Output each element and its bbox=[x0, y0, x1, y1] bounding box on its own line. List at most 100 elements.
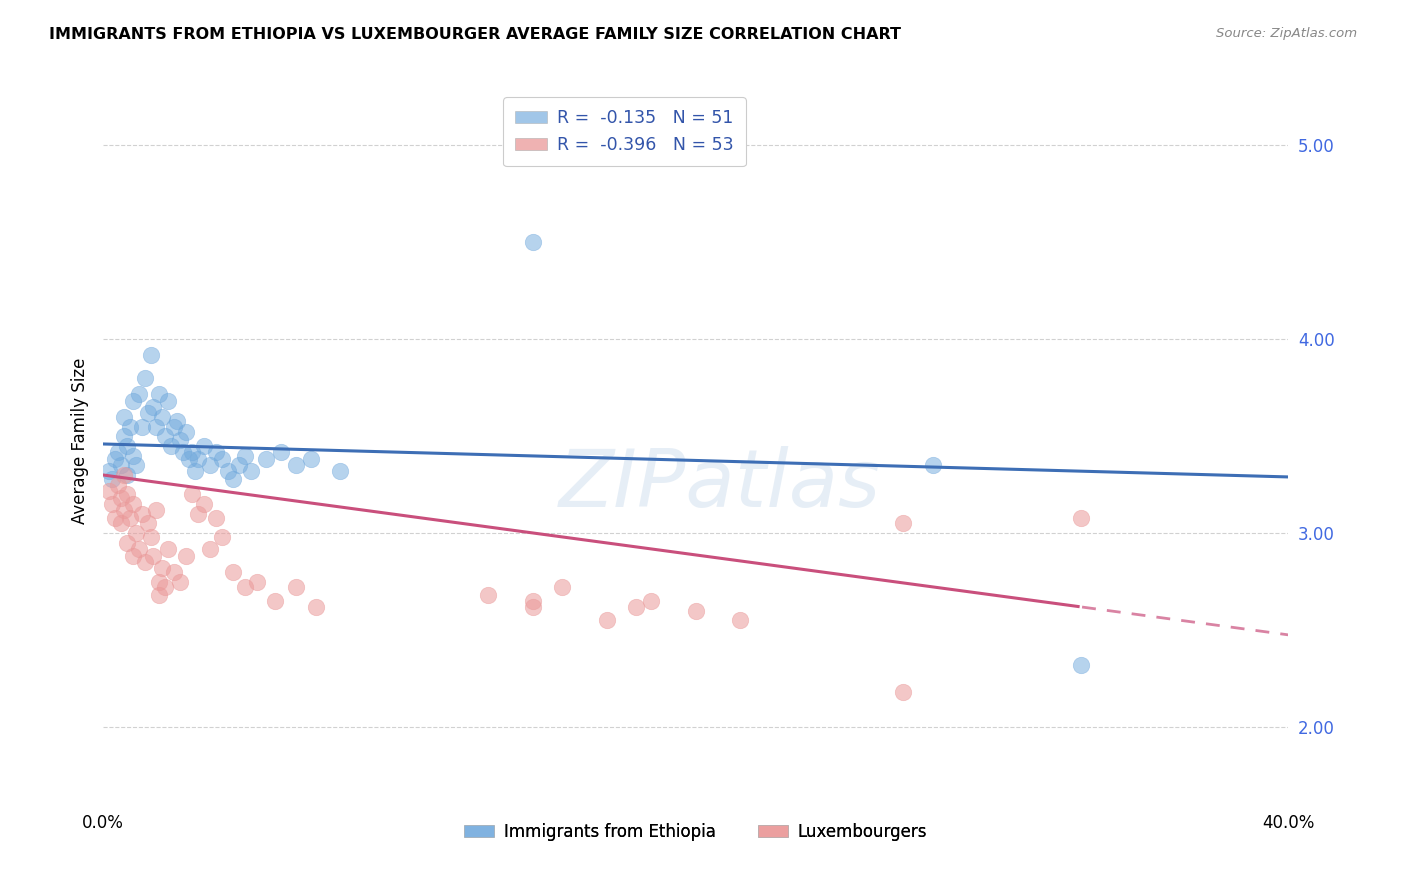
Point bbox=[172, 444, 194, 458]
Point bbox=[198, 541, 221, 556]
Point bbox=[169, 574, 191, 589]
Point bbox=[150, 561, 173, 575]
Point bbox=[131, 419, 153, 434]
Point bbox=[136, 406, 159, 420]
Point bbox=[145, 503, 167, 517]
Point bbox=[98, 464, 121, 478]
Point bbox=[139, 348, 162, 362]
Point bbox=[155, 429, 177, 443]
Point bbox=[329, 464, 352, 478]
Point bbox=[626, 599, 648, 614]
Point bbox=[222, 565, 245, 579]
Text: IMMIGRANTS FROM ETHIOPIA VS LUXEMBOURGER AVERAGE FAMILY SIZE CORRELATION CHART: IMMIGRANTS FROM ETHIOPIA VS LUXEMBOURGER… bbox=[49, 27, 901, 42]
Point bbox=[174, 549, 197, 564]
Point bbox=[198, 458, 221, 473]
Point bbox=[160, 439, 183, 453]
Text: ZIPatlas: ZIPatlas bbox=[558, 446, 880, 524]
Point bbox=[131, 507, 153, 521]
Point bbox=[177, 452, 200, 467]
Point bbox=[477, 588, 499, 602]
Point bbox=[142, 400, 165, 414]
Point bbox=[246, 574, 269, 589]
Point bbox=[193, 497, 215, 511]
Point bbox=[121, 394, 143, 409]
Point bbox=[1070, 510, 1092, 524]
Point bbox=[107, 444, 129, 458]
Point bbox=[163, 419, 186, 434]
Point bbox=[211, 452, 233, 467]
Point bbox=[101, 497, 124, 511]
Legend: Immigrants from Ethiopia, Luxembourgers: Immigrants from Ethiopia, Luxembourgers bbox=[457, 816, 934, 847]
Text: Source: ZipAtlas.com: Source: ZipAtlas.com bbox=[1216, 27, 1357, 40]
Point bbox=[284, 581, 307, 595]
Point bbox=[115, 536, 138, 550]
Point bbox=[270, 444, 292, 458]
Point bbox=[139, 530, 162, 544]
Point bbox=[211, 530, 233, 544]
Point bbox=[125, 526, 148, 541]
Point bbox=[115, 439, 138, 453]
Point bbox=[187, 507, 209, 521]
Point bbox=[299, 452, 322, 467]
Point bbox=[118, 510, 141, 524]
Point bbox=[891, 516, 914, 531]
Point bbox=[101, 472, 124, 486]
Point bbox=[217, 464, 239, 478]
Point bbox=[551, 581, 574, 595]
Point bbox=[157, 394, 180, 409]
Point bbox=[134, 371, 156, 385]
Point bbox=[174, 425, 197, 440]
Point bbox=[181, 487, 204, 501]
Y-axis label: Average Family Size: Average Family Size bbox=[72, 358, 89, 524]
Point bbox=[264, 594, 287, 608]
Point bbox=[110, 491, 132, 506]
Point bbox=[921, 458, 943, 473]
Point bbox=[157, 541, 180, 556]
Point bbox=[148, 386, 170, 401]
Point bbox=[115, 468, 138, 483]
Point bbox=[284, 458, 307, 473]
Point bbox=[187, 452, 209, 467]
Point bbox=[112, 409, 135, 424]
Point bbox=[134, 555, 156, 569]
Point bbox=[110, 458, 132, 473]
Point bbox=[121, 497, 143, 511]
Point bbox=[155, 581, 177, 595]
Point bbox=[891, 685, 914, 699]
Point bbox=[112, 503, 135, 517]
Point bbox=[112, 429, 135, 443]
Point bbox=[1070, 658, 1092, 673]
Point bbox=[148, 588, 170, 602]
Point bbox=[98, 483, 121, 498]
Point bbox=[204, 510, 226, 524]
Point bbox=[193, 439, 215, 453]
Point bbox=[145, 419, 167, 434]
Point bbox=[169, 433, 191, 447]
Point bbox=[142, 549, 165, 564]
Point bbox=[121, 449, 143, 463]
Point bbox=[222, 472, 245, 486]
Point bbox=[181, 444, 204, 458]
Point bbox=[107, 477, 129, 491]
Point bbox=[596, 614, 619, 628]
Point bbox=[121, 549, 143, 564]
Point bbox=[166, 414, 188, 428]
Point bbox=[254, 452, 277, 467]
Point bbox=[115, 487, 138, 501]
Point bbox=[128, 541, 150, 556]
Point bbox=[685, 604, 707, 618]
Point bbox=[305, 599, 328, 614]
Point bbox=[204, 444, 226, 458]
Point bbox=[150, 409, 173, 424]
Point bbox=[104, 452, 127, 467]
Point bbox=[104, 510, 127, 524]
Point bbox=[136, 516, 159, 531]
Point bbox=[522, 235, 544, 250]
Point bbox=[233, 581, 256, 595]
Point bbox=[240, 464, 263, 478]
Point bbox=[148, 574, 170, 589]
Point bbox=[128, 386, 150, 401]
Point bbox=[233, 449, 256, 463]
Point bbox=[640, 594, 662, 608]
Point bbox=[163, 565, 186, 579]
